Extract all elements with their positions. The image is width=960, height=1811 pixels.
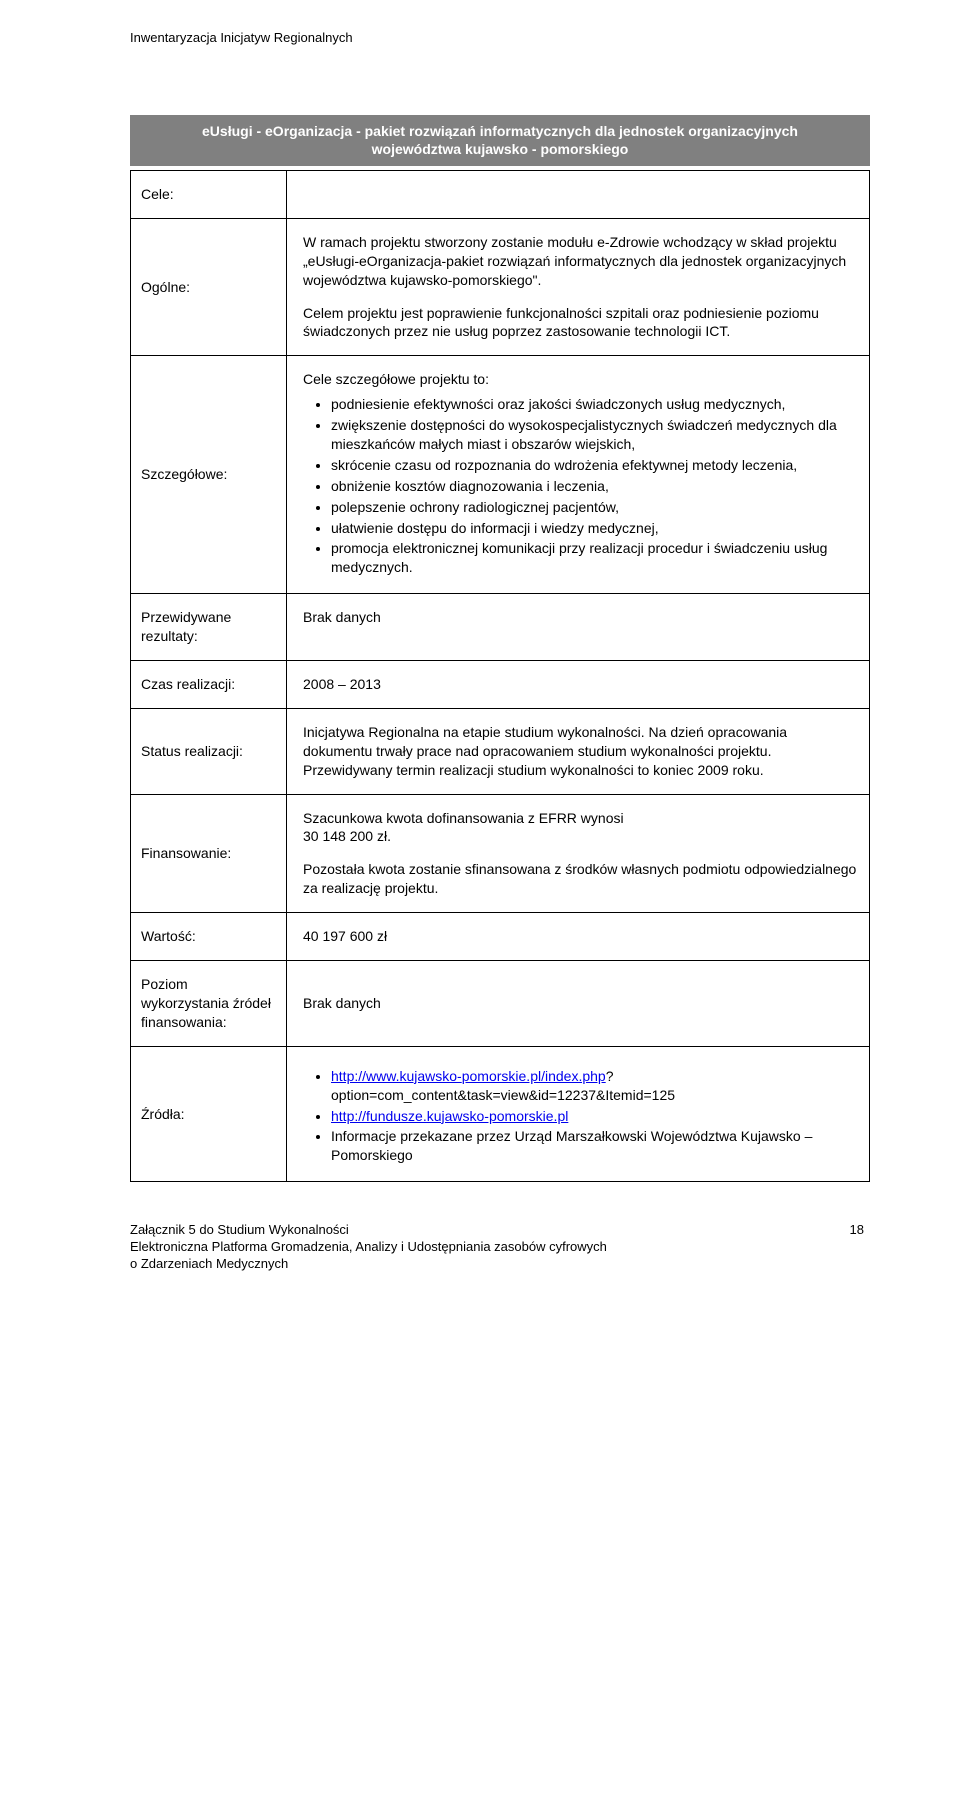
label-status: Status realizacji:: [131, 708, 287, 794]
title-banner: eUsługi - eOrganizacja - pakiet rozwiąza…: [130, 115, 870, 166]
cell-finansowanie: Szacunkowa kwota dofinansowania z EFRR w…: [287, 794, 870, 913]
list-item: zwiększenie dostępności do wysokospecjal…: [331, 416, 859, 454]
ogolne-p2: Celem projektu jest poprawienie funkcjon…: [303, 304, 859, 342]
cell-przewidywane: Brak danych: [287, 594, 870, 661]
main-table: Cele: Ogólne: W ramach projektu stworzon…: [130, 170, 870, 1182]
banner-line1: eUsługi - eOrganizacja - pakiet rozwiąza…: [202, 123, 798, 139]
cell-ogolne: W ramach projektu stworzony zostanie mod…: [287, 218, 870, 355]
row-status: Status realizacji: Inicjatywa Regionalna…: [131, 708, 870, 794]
source-link-2[interactable]: http://fundusze.kujawsko-pomorskie.pl: [331, 1108, 568, 1124]
row-poziom: Poziom wykorzystania źródeł finansowania…: [131, 961, 870, 1047]
label-przewidywane: Przewidywane rezultaty:: [131, 594, 287, 661]
row-finansowanie: Finansowanie: Szacunkowa kwota dofinanso…: [131, 794, 870, 913]
source-link-1[interactable]: http://www.kujawsko-pomorskie.pl/index.p…: [331, 1068, 606, 1084]
link-text: http://www.kujawsko-: [331, 1068, 462, 1084]
document-header: Inwentaryzacja Inicjatyw Regionalnych: [130, 30, 870, 45]
banner-line2: województwa kujawsko - pomorskiego: [372, 141, 629, 157]
footer-left: Załącznik 5 do Studium Wykonalności Elek…: [130, 1222, 607, 1273]
list-item: Informacje przekazane przez Urząd Marsza…: [331, 1127, 859, 1165]
list-item: promocja elektronicznej komunikacji przy…: [331, 539, 859, 577]
label-czas: Czas realizacji:: [131, 661, 287, 709]
cell-poziom: Brak danych: [287, 961, 870, 1047]
finansowanie-p1: Szacunkowa kwota dofinansowania z EFRR w…: [303, 809, 859, 847]
row-szczegolowe: Szczegółowe: Cele szczegółowe projektu t…: [131, 356, 870, 594]
finansowanie-p1a: Szacunkowa kwota dofinansowania z EFRR w…: [303, 810, 624, 826]
cell-cele-empty: [287, 171, 870, 219]
label-poziom: Poziom wykorzystania źródeł finansowania…: [131, 961, 287, 1047]
footer-line3: o Zdarzeniach Medycznych: [130, 1256, 288, 1271]
label-wartosc: Wartość:: [131, 913, 287, 961]
row-cele: Cele:: [131, 171, 870, 219]
cell-wartosc: 40 197 600 zł: [287, 913, 870, 961]
cell-status: Inicjatywa Regionalna na etapie studium …: [287, 708, 870, 794]
row-wartosc: Wartość: 40 197 600 zł: [131, 913, 870, 961]
list-item: podniesienie efektywności oraz jakości ś…: [331, 395, 859, 414]
link-text: pomorskie.pl/index.php: [462, 1068, 606, 1084]
cell-czas: 2008 – 2013: [287, 661, 870, 709]
row-zrodla: Źródła: http://www.kujawsko-pomorskie.pl…: [131, 1046, 870, 1181]
list-item: http://www.kujawsko-pomorskie.pl/index.p…: [331, 1067, 859, 1105]
row-przewidywane: Przewidywane rezultaty: Brak danych: [131, 594, 870, 661]
finansowanie-p1b: 30 148 200 zł.: [303, 828, 391, 844]
row-czas: Czas realizacji: 2008 – 2013: [131, 661, 870, 709]
label-ogolne: Ogólne:: [131, 218, 287, 355]
list-item: ułatwienie dostępu do informacji i wiedz…: [331, 519, 859, 538]
label-cele: Cele:: [131, 171, 287, 219]
zrodla-list: http://www.kujawsko-pomorskie.pl/index.p…: [303, 1067, 859, 1165]
ogolne-p1: W ramach projektu stworzony zostanie mod…: [303, 233, 859, 290]
list-item: polepszenie ochrony radiologicznej pacje…: [331, 498, 859, 517]
page: Inwentaryzacja Inicjatyw Regionalnych eU…: [0, 0, 960, 1811]
cell-szczegolowe: Cele szczegółowe projektu to: podniesien…: [287, 356, 870, 594]
page-number: 18: [850, 1222, 870, 1273]
finansowanie-p2: Pozostała kwota zostanie sfinansowana z …: [303, 860, 859, 898]
szczegolowe-intro: Cele szczegółowe projektu to:: [303, 370, 859, 389]
list-item: http://fundusze.kujawsko-pomorskie.pl: [331, 1107, 859, 1126]
row-ogolne: Ogólne: W ramach projektu stworzony zost…: [131, 218, 870, 355]
label-finansowanie: Finansowanie:: [131, 794, 287, 913]
list-item: skrócenie czasu od rozpoznania do wdroże…: [331, 456, 859, 475]
label-szczegolowe: Szczegółowe:: [131, 356, 287, 594]
cell-zrodla: http://www.kujawsko-pomorskie.pl/index.p…: [287, 1046, 870, 1181]
footer-line1: Załącznik 5 do Studium Wykonalności: [130, 1222, 349, 1237]
label-zrodla: Źródła:: [131, 1046, 287, 1181]
footer-line2: Elektroniczna Platforma Gromadzenia, Ana…: [130, 1239, 607, 1254]
page-footer: Załącznik 5 do Studium Wykonalności Elek…: [130, 1222, 870, 1273]
szczegolowe-list: podniesienie efektywności oraz jakości ś…: [303, 395, 859, 577]
list-item: obniżenie kosztów diagnozowania i leczen…: [331, 477, 859, 496]
